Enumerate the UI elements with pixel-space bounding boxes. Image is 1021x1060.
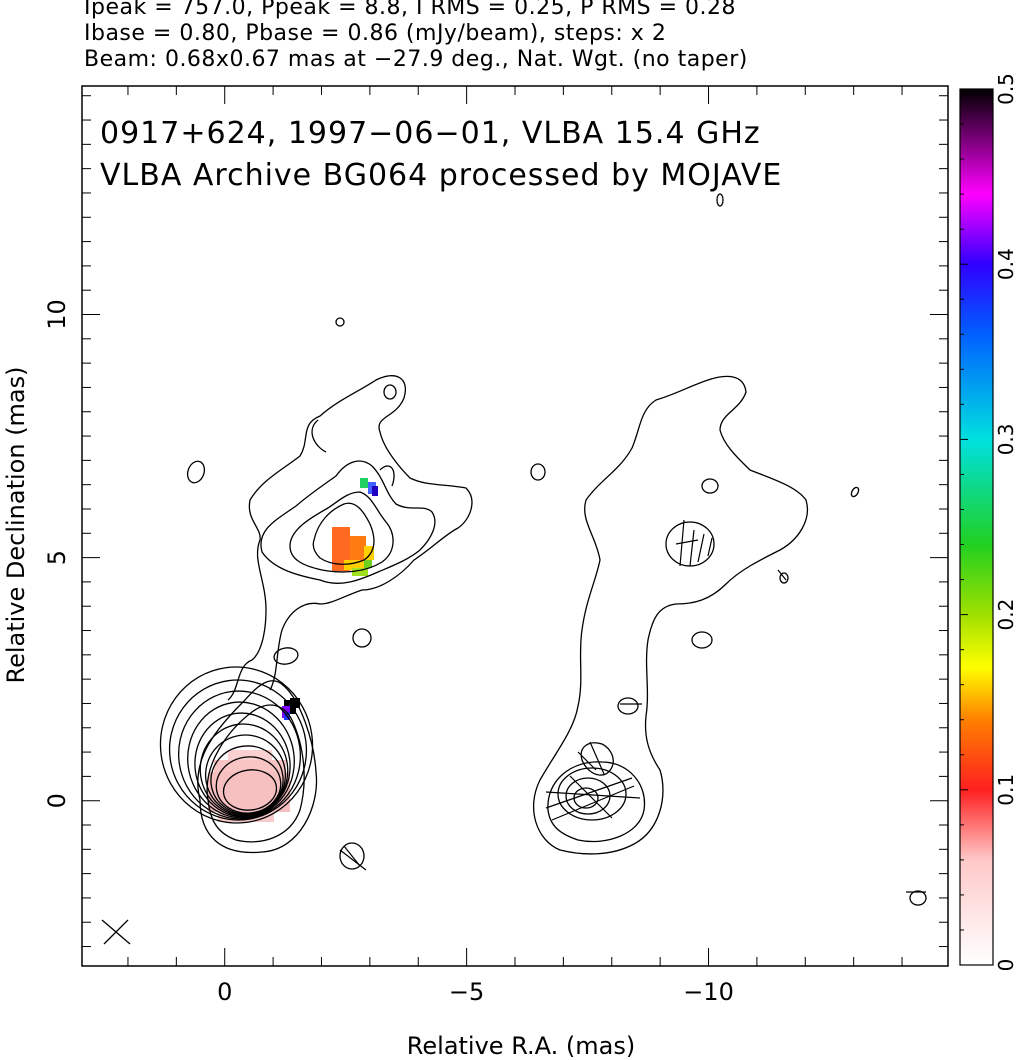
evpa-tick xyxy=(697,533,705,563)
pol-contour xyxy=(779,572,789,584)
evpa-tick xyxy=(343,845,361,867)
polarization-pixel xyxy=(360,478,368,488)
x-tick-label: −5 xyxy=(449,978,484,1006)
evpa-tick xyxy=(569,775,613,819)
polarization-pixel xyxy=(352,568,368,576)
total-intensity-panel xyxy=(159,193,860,871)
pol-contour xyxy=(665,521,715,567)
y-axis-label: Relative Declination (mas) xyxy=(2,366,30,683)
polarization-pixel xyxy=(364,560,372,568)
beam-cross xyxy=(103,919,129,945)
colorbar-tick-label: 0.2 xyxy=(994,599,1018,631)
isolated-contour xyxy=(335,317,345,327)
isolated-contour xyxy=(352,628,372,648)
core-contour xyxy=(194,712,291,818)
evpa-tick xyxy=(551,785,635,821)
colorbar-tick-label: 0.1 xyxy=(994,774,1018,806)
isolated-contour xyxy=(186,460,206,484)
y-tick-label: 10 xyxy=(43,299,71,330)
header-line-2: Ibase = 0.80, Pbase = 0.86 (mJy/beam), s… xyxy=(84,21,667,46)
evpa-tick xyxy=(777,569,787,581)
core-contour xyxy=(177,690,302,820)
polarization-pixel xyxy=(214,760,286,772)
colorbar-tick-label: 0.5 xyxy=(994,73,1018,105)
y-tick-label: 5 xyxy=(43,550,71,565)
evpa-tick xyxy=(589,741,605,775)
evpa-tick xyxy=(707,537,713,557)
header-line-1: Ipeak = 757.0, Ppeak = 8.8, I RMS = 0.25… xyxy=(84,0,736,20)
colorbar-frame xyxy=(959,88,994,966)
pol-contour xyxy=(691,631,713,649)
isolated-contour xyxy=(716,193,724,207)
colorbar-tick-label: 0.3 xyxy=(994,423,1018,455)
jet-contour xyxy=(311,419,327,453)
header-line-3: Beam: 0.68x0.67 mas at −27.9 deg., Nat. … xyxy=(84,47,748,72)
isolated-contour xyxy=(850,486,860,498)
x-tick-label: 0 xyxy=(217,978,232,1006)
colorbar-tick-label: 0 xyxy=(994,959,1018,972)
plot-title-line-2: VLBA Archive BG064 processed by MOJAVE xyxy=(100,158,782,193)
axis-ticks: 0 −5 −10 0 5 10 xyxy=(43,86,948,1006)
evpa-tick xyxy=(545,777,633,809)
jet-contour xyxy=(289,491,394,573)
plot-title-line-1: 0917+624, 1997−06−01, VLBA 15.4 GHz xyxy=(100,116,761,151)
pol-contour xyxy=(530,463,546,481)
core-contour xyxy=(168,679,308,821)
evpa-tick xyxy=(577,751,597,771)
isolated-contour xyxy=(339,842,365,870)
core-contour xyxy=(159,666,314,824)
polarization-pixel xyxy=(350,536,366,566)
polarized-intensity-panel xyxy=(101,375,927,945)
pol-contour xyxy=(909,890,927,906)
polarization-pixel xyxy=(228,750,272,760)
core-contour xyxy=(210,745,284,815)
pol-contour xyxy=(547,761,646,843)
core-contour xyxy=(215,756,282,814)
colorbar-fill xyxy=(960,89,993,965)
core-contour xyxy=(204,734,287,816)
polarization-pixel xyxy=(290,698,300,708)
isolated-contour xyxy=(383,384,397,400)
polarization-pixel xyxy=(344,560,368,570)
pol-contour xyxy=(557,767,627,821)
jet-contour xyxy=(260,460,436,584)
jet-contour xyxy=(312,502,375,565)
plot-frame xyxy=(81,85,949,967)
evpa-tick xyxy=(675,539,699,545)
pol-contour xyxy=(701,478,719,494)
polarization-pixel xyxy=(364,546,374,560)
core-contour xyxy=(206,704,305,843)
jet-outer-contour xyxy=(227,375,473,701)
evpa-tick xyxy=(545,791,641,799)
evpa-tick xyxy=(689,529,695,567)
x-axis-label: Relative R.A. (mas) xyxy=(407,1032,635,1060)
core-envelope xyxy=(197,680,318,854)
jet-contour xyxy=(379,465,395,487)
core-contour xyxy=(222,769,278,811)
x-tick-label: −10 xyxy=(683,978,734,1006)
pol-contour xyxy=(617,697,639,715)
polarization-pixel xyxy=(372,486,378,496)
pol-outer-contour xyxy=(532,375,808,855)
core-contour xyxy=(187,701,295,819)
colorbar: 0 0.1 0.2 0.3 0.4 0.5 xyxy=(960,73,1018,971)
pol-contour xyxy=(580,742,614,776)
isolated-contour xyxy=(273,647,299,665)
evpa-tick xyxy=(339,849,367,871)
colorbar-tick-label: 0.4 xyxy=(994,248,1018,280)
y-tick-label: 0 xyxy=(43,793,71,808)
